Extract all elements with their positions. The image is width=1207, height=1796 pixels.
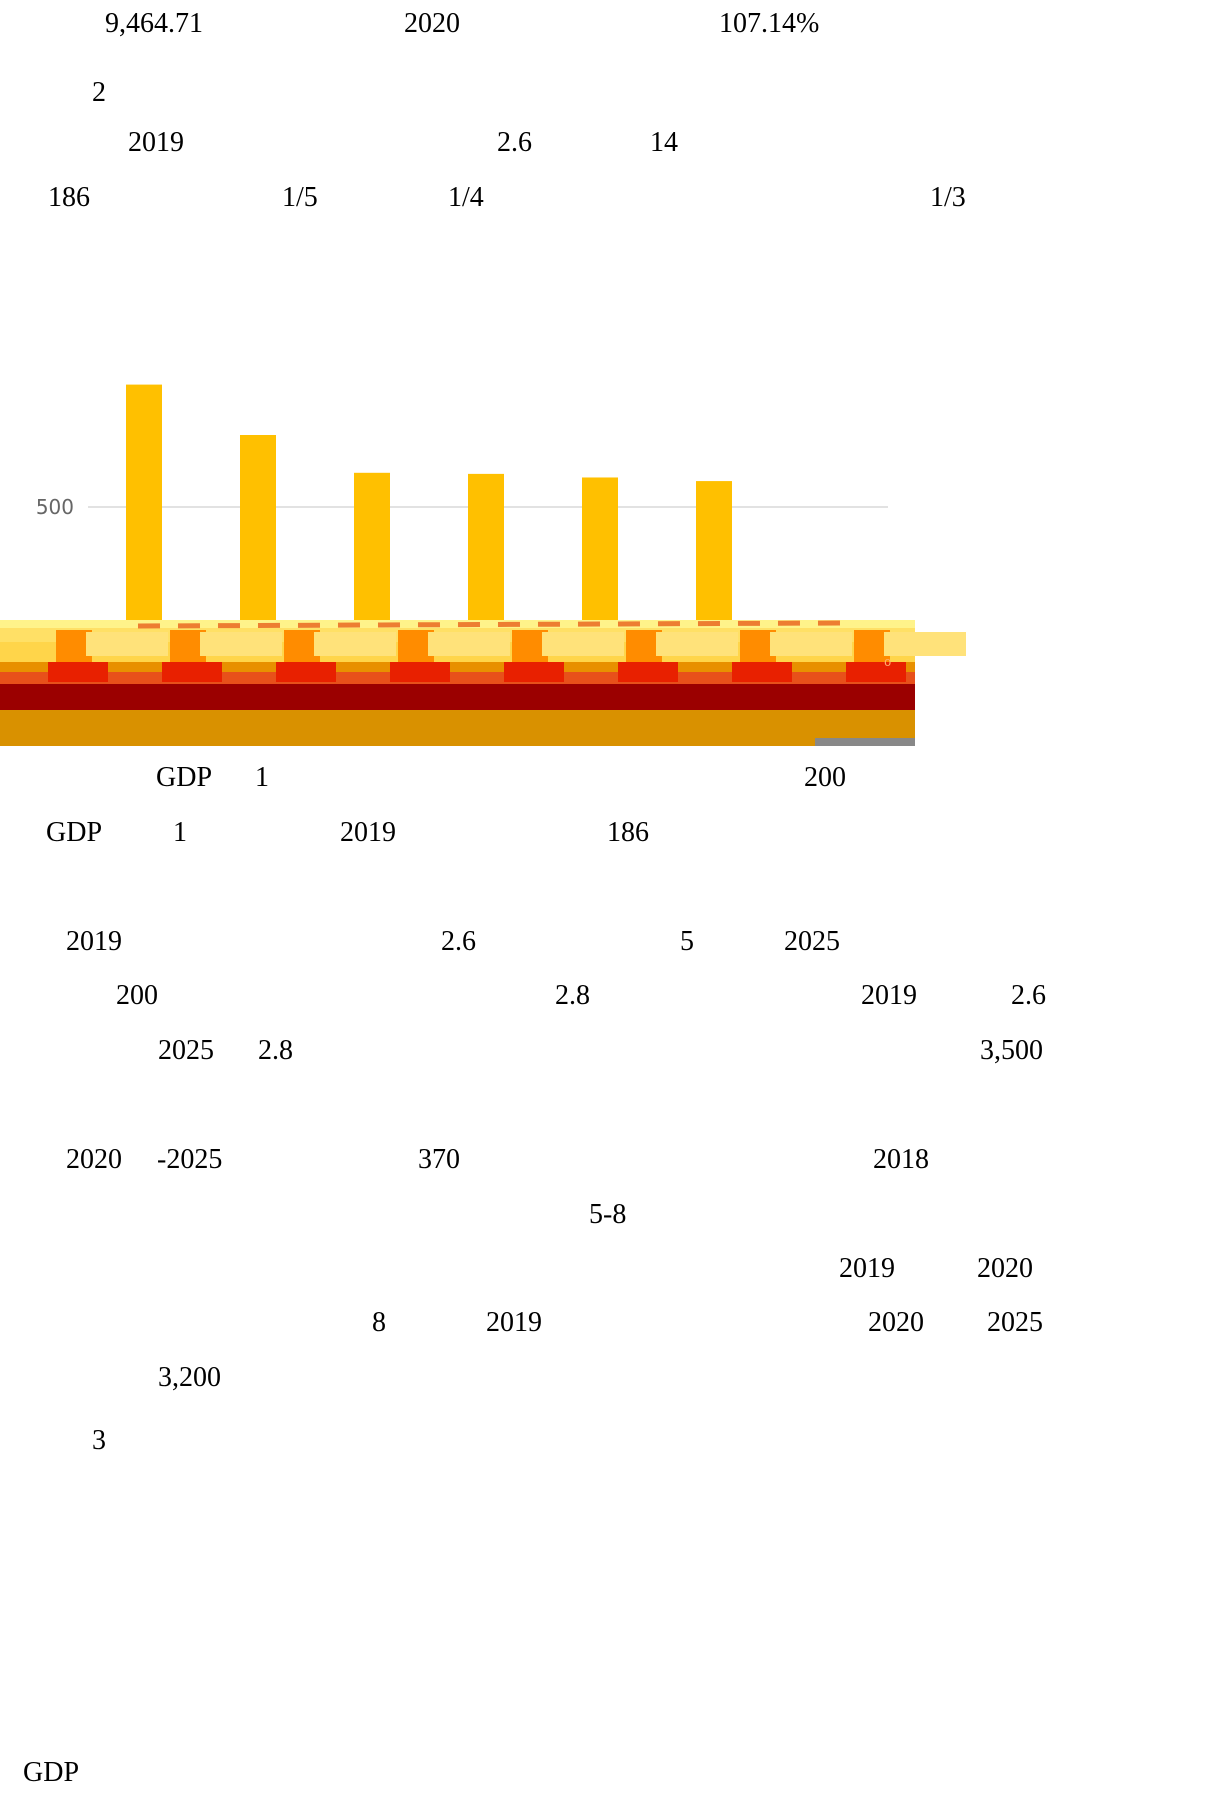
- text-token: 2025: [987, 1307, 1043, 1338]
- text-token: 8: [372, 1307, 386, 1338]
- text-token: 186: [607, 817, 649, 848]
- text-token: 2019: [340, 817, 396, 848]
- artifact-strip: [0, 710, 915, 746]
- artifact-block: [48, 662, 108, 682]
- text-token: 200: [804, 762, 846, 793]
- text-token: 3,200: [158, 1362, 221, 1393]
- text-token: 2019: [128, 127, 184, 158]
- text-token: 2020: [977, 1253, 1033, 1284]
- artifact-block: [618, 662, 678, 682]
- artifact-strip: [0, 620, 915, 628]
- artifact-block: [770, 632, 852, 656]
- text-token: 3: [92, 1425, 106, 1456]
- bar: [126, 384, 162, 650]
- text-token: 2.8: [555, 980, 590, 1011]
- text-token: 186: [48, 182, 90, 213]
- text-token: GDP: [46, 817, 103, 848]
- text-token: 2020: [868, 1307, 924, 1338]
- text-token: 2020: [66, 1144, 122, 1175]
- artifact-block: [428, 632, 510, 656]
- artifact-block: [162, 662, 222, 682]
- text-token: GDP: [23, 1757, 80, 1788]
- text-token: 2.8: [258, 1035, 293, 1066]
- bar: [240, 435, 276, 650]
- rendering-artifact-band: ⁰: [0, 620, 966, 746]
- artifact-strip: [0, 684, 915, 710]
- text-token: 107.14%: [719, 8, 820, 39]
- artifact-block: [200, 632, 282, 656]
- artifact-block: [314, 632, 396, 656]
- artifact-block: [542, 632, 624, 656]
- text-token: 2019: [486, 1307, 542, 1338]
- text-token: 9,464.71: [105, 8, 203, 39]
- text-token: 2.6: [1011, 980, 1046, 1011]
- text-token: 1/4: [448, 182, 484, 213]
- text-token: 3,500: [980, 1035, 1043, 1066]
- artifact-block: [86, 632, 168, 656]
- y-tick-label: 500: [36, 495, 74, 519]
- text-token: 2: [92, 77, 106, 108]
- text-token: GDP: [156, 762, 213, 793]
- artifact-strip: [0, 662, 915, 672]
- artifact-block: [276, 662, 336, 682]
- text-token: 14: [650, 127, 678, 158]
- artifact-block: [656, 632, 738, 656]
- text-token: 2019: [66, 926, 122, 957]
- artifact-glyph: ⁰: [884, 656, 891, 677]
- artifact-block: [504, 662, 564, 682]
- y-axis-ticks: 1000500: [36, 495, 74, 519]
- text-token: 2025: [158, 1035, 214, 1066]
- text-token: 2019: [861, 980, 917, 1011]
- text-token: 5: [680, 926, 694, 957]
- artifact-block: [884, 632, 966, 656]
- artifact-strip: [815, 738, 915, 746]
- text-token: 1: [173, 817, 187, 848]
- text-token: 2020: [404, 8, 460, 39]
- text-token: 5-8: [589, 1199, 627, 1230]
- text-token: -2025: [157, 1144, 223, 1175]
- text-token: 2.6: [441, 926, 476, 957]
- text-token: 2.6: [497, 127, 532, 158]
- artifact-block: [390, 662, 450, 682]
- text-token: 1/5: [282, 182, 318, 213]
- text-token: 2025: [784, 926, 840, 957]
- bar-series: [126, 384, 732, 650]
- text-token: 2019: [839, 1253, 895, 1284]
- artifact-block: [732, 662, 792, 682]
- artifact-block: [846, 662, 906, 682]
- text-token: 1/3: [930, 182, 966, 213]
- text-token: 370: [418, 1144, 460, 1175]
- text-token: 2018: [873, 1144, 929, 1175]
- text-token: 200: [116, 980, 158, 1011]
- artifact-strip: [0, 672, 915, 684]
- bar-chart: 1000500 ⁰: [0, 384, 966, 746]
- text-token: 1: [255, 762, 269, 793]
